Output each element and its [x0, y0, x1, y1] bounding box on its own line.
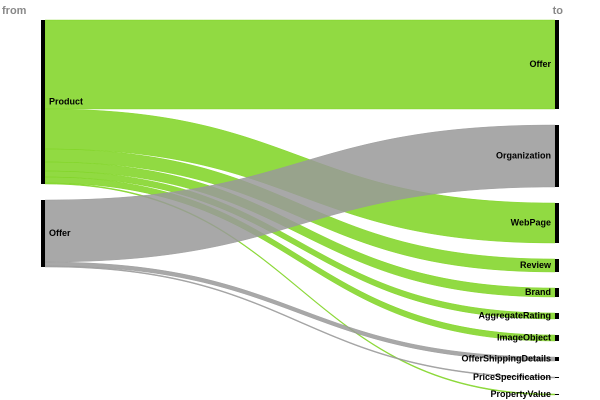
links — [44, 19, 556, 396]
target-label: Organization — [496, 150, 551, 160]
source-node — [41, 20, 45, 184]
source-label: Offer — [49, 228, 71, 238]
target-label: WebPage — [511, 217, 551, 227]
source-node — [41, 200, 45, 267]
target-label: AggregateRating — [478, 310, 551, 320]
target-label: Review — [520, 260, 552, 270]
flow — [44, 19, 556, 110]
target-node — [555, 288, 559, 297]
target-label: PriceSpecification — [473, 372, 551, 382]
to-header: to — [553, 5, 564, 17]
from-header: from — [2, 5, 27, 17]
target-node — [555, 394, 559, 395]
target-label: Brand — [525, 287, 551, 297]
target-node — [555, 203, 559, 243]
target-node — [555, 313, 559, 319]
target-node — [555, 377, 559, 378]
target-label: PropertyValue — [490, 389, 551, 399]
target-node — [555, 20, 559, 109]
target-node — [555, 335, 559, 341]
target-node — [555, 259, 559, 272]
target-label: ImageObject — [497, 332, 551, 342]
target-label: Offer — [529, 59, 551, 69]
target-node — [555, 125, 559, 187]
source-label: Product — [49, 96, 83, 106]
target-node — [555, 357, 559, 361]
target-label: OfferShippingDetails — [461, 353, 551, 363]
